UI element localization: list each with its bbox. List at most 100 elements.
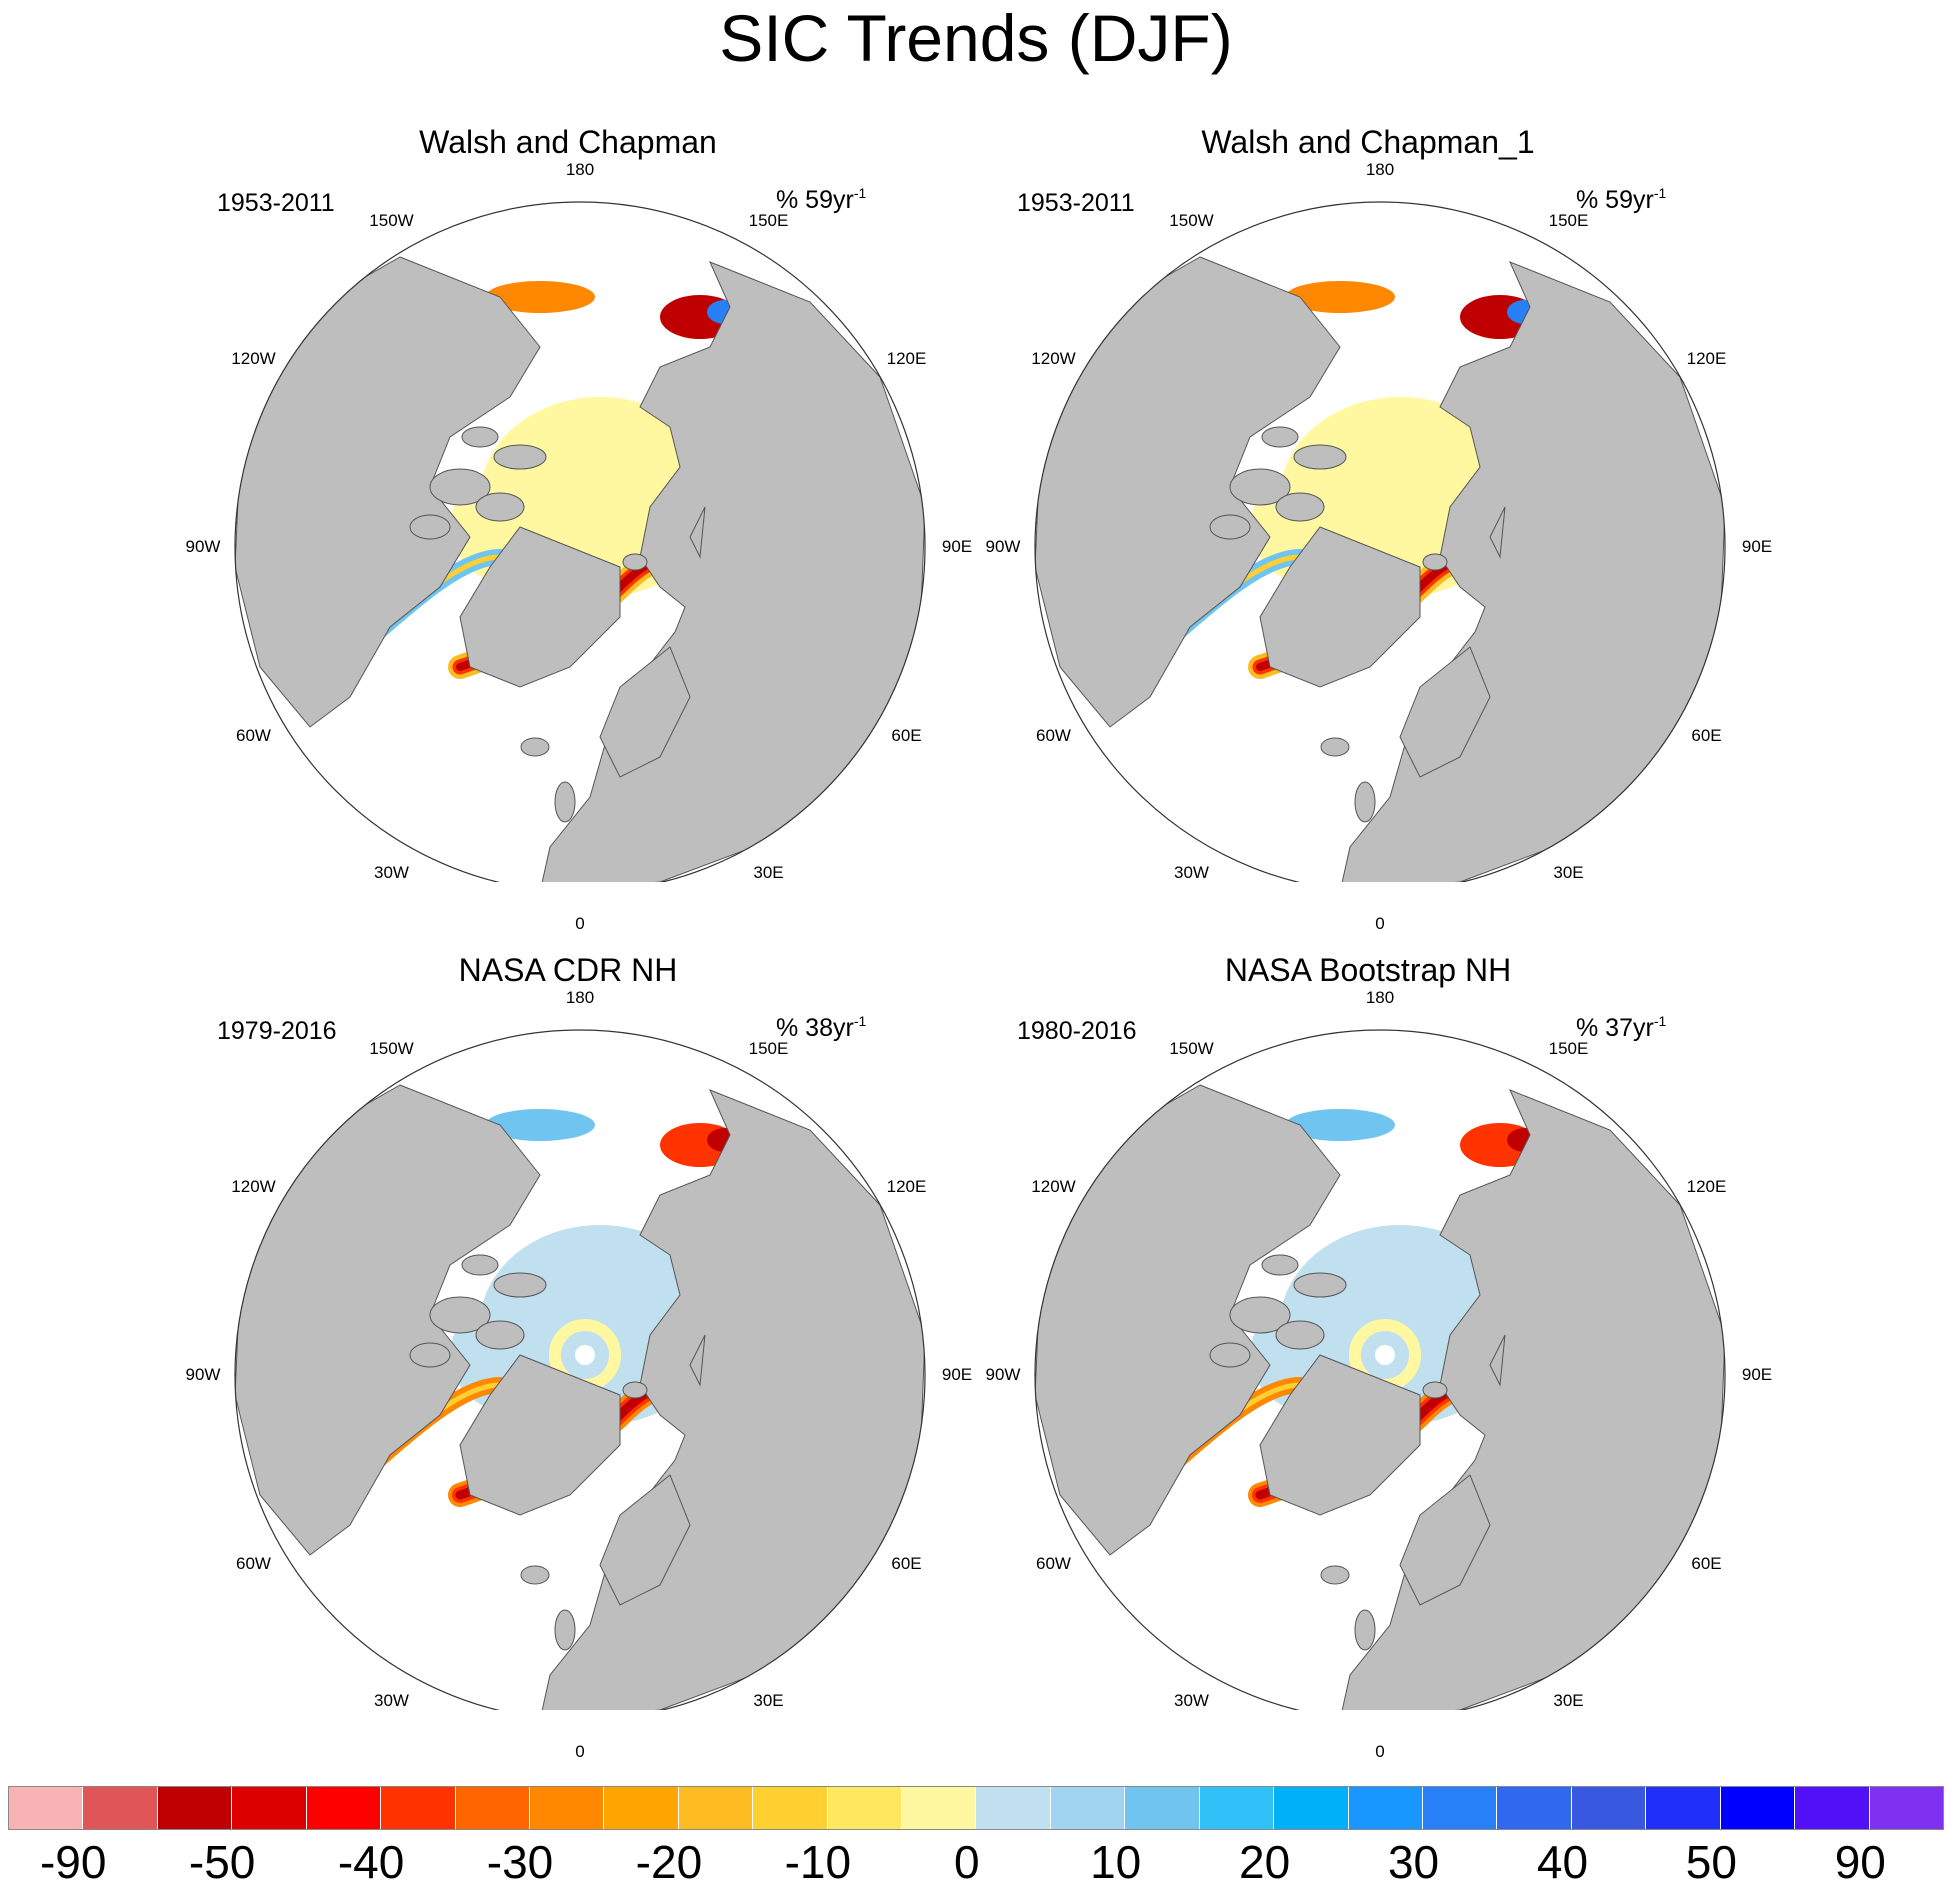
longitude-label: 60E	[1691, 1553, 1722, 1573]
colorbar-swatch	[381, 1787, 456, 1829]
longitude-label: 60E	[891, 1553, 922, 1573]
colorbar-swatch	[1497, 1787, 1572, 1829]
map-panel: Walsh and Chapman_1 1953-2011 % 59yr-1 180 1…	[918, 122, 1818, 933]
period-label: 1979-2016	[217, 1017, 337, 1045]
units-label: % 59yr-1	[776, 185, 867, 214]
colorbar-tick-label: -90	[39, 1836, 107, 1888]
longitude-label: 60E	[891, 725, 922, 745]
colorbar-tick-label: 10	[1090, 1836, 1142, 1888]
polar-map	[234, 1029, 926, 1710]
colorbar-tick-label: -10	[784, 1836, 852, 1888]
longitude-label: 120W	[1031, 1176, 1076, 1196]
colorbar-tick-label: -30	[486, 1836, 554, 1888]
longitude-label: 90E	[941, 537, 973, 556]
colorbar-tick-label: 20	[1239, 1836, 1291, 1888]
colorbar-tick-label: 50	[1685, 1836, 1737, 1888]
longitude-label: 150E	[1548, 210, 1589, 230]
longitude-label: 90W	[185, 1365, 221, 1384]
polar-map	[234, 201, 926, 882]
colorbar-tick-label: 0	[953, 1836, 980, 1888]
longitude-label: 150E	[748, 1038, 789, 1058]
colorbar-swatch	[827, 1787, 903, 1829]
colorbar-swatch	[976, 1787, 1051, 1829]
panel-title: NASA Bootstrap NH	[1224, 952, 1512, 988]
longitude-label: 180	[1365, 160, 1395, 179]
longitude-label: 90E	[941, 1365, 973, 1384]
colorbar-swatch	[1795, 1787, 1870, 1829]
longitude-label: 30E	[753, 863, 784, 883]
longitude-label: 0	[1375, 1742, 1385, 1761]
period-label: 1980-2016	[1017, 1017, 1137, 1045]
colorbar	[8, 1786, 1944, 1830]
colorbar-swatch	[306, 1787, 382, 1829]
longitude-label: 30W	[374, 863, 409, 883]
colorbar-swatch	[1646, 1787, 1721, 1829]
longitude-label: 120W	[231, 1176, 276, 1196]
colorbar-swatch	[1199, 1787, 1275, 1829]
longitude-label: 180	[565, 988, 595, 1007]
colorbar-swatch	[604, 1787, 679, 1829]
colorbar-swatch	[157, 1787, 233, 1829]
map-panel: NASA CDR NH 1979-2016 % 38yr-1 180 150E 120E 9…	[118, 950, 1018, 1761]
colorbar-swatch	[1125, 1787, 1200, 1829]
longitude-label: 30E	[1553, 1691, 1584, 1711]
colorbar-swatch	[9, 1787, 84, 1829]
longitude-label: 0	[575, 914, 585, 933]
longitude-label: 150E	[748, 210, 789, 230]
longitude-label: 30W	[1174, 863, 1209, 883]
colorbar-swatch	[455, 1787, 530, 1829]
longitude-label: 0	[1375, 914, 1385, 933]
longitude-label: 60W	[236, 725, 271, 745]
colorbar-tick-label: 90	[1834, 1836, 1886, 1888]
figure-title: SIC Trends (DJF)	[719, 1, 1233, 75]
panel-title: Walsh and Chapman_1	[1201, 124, 1535, 160]
longitude-label: 150E	[1548, 1038, 1589, 1058]
colorbar-swatch	[232, 1787, 307, 1829]
longitude-label: 90W	[985, 1365, 1021, 1384]
colorbar-tick-label: 40	[1536, 1836, 1589, 1888]
colorbar-swatch	[529, 1787, 605, 1829]
colorbar-labels: -90 -50 -40 -30 -20 -10 0 10 20 30 40 50 90	[0, 1836, 1952, 1891]
colorbar-swatch	[678, 1787, 754, 1829]
longitude-label: 30W	[374, 1691, 409, 1711]
longitude-label: 0	[575, 1742, 585, 1761]
longitude-label: 150W	[1169, 1038, 1214, 1058]
longitude-label: 90W	[985, 537, 1021, 556]
units-label: % 38yr-1	[776, 1013, 867, 1042]
map-boundary	[234, 201, 926, 882]
longitude-label: 30E	[1553, 863, 1584, 883]
colorbar-swatch	[902, 1787, 977, 1829]
polar-map	[1034, 201, 1726, 882]
longitude-label: 120E	[1686, 1176, 1727, 1196]
longitude-label: 120W	[231, 348, 276, 368]
colorbar-tick-label: 30	[1387, 1836, 1440, 1888]
colorbar-swatch	[1720, 1787, 1796, 1829]
longitude-label: 150W	[369, 210, 414, 230]
units-label: % 59yr-1	[1576, 185, 1667, 214]
colorbar-tick-label: -40	[337, 1836, 405, 1888]
map-boundary	[234, 1029, 926, 1710]
polar-map	[1034, 1029, 1726, 1710]
longitude-label: 60W	[1036, 725, 1071, 745]
colorbar-swatch	[1050, 1787, 1126, 1829]
longitude-label: 90E	[1741, 1365, 1773, 1384]
longitude-label: 60W	[236, 1553, 271, 1573]
colorbar-swatch	[1869, 1787, 1943, 1829]
longitude-label: 120E	[886, 348, 927, 368]
longitude-label: 150W	[1169, 210, 1214, 230]
period-label: 1953-2011	[1017, 189, 1135, 217]
period-label: 1953-2011	[217, 189, 335, 217]
panel-title: Walsh and Chapman	[419, 124, 717, 160]
longitude-label: 30E	[753, 1691, 784, 1711]
longitude-label: 180	[565, 160, 595, 179]
map-panel: NASA Bootstrap NH 1980-2016 % 37yr-1 180 150…	[918, 950, 1818, 1761]
colorbar-swatch	[1423, 1787, 1498, 1829]
longitude-label: 30W	[1174, 1691, 1209, 1711]
map-panel: Walsh and Chapman 1953-2011 % 59yr-1 180 150…	[118, 122, 1018, 933]
longitude-label: 60W	[1036, 1553, 1071, 1573]
longitude-label: 180	[1365, 988, 1395, 1007]
longitude-label: 150W	[369, 1038, 414, 1058]
colorbar-swatch	[83, 1787, 158, 1829]
longitude-label: 120W	[1031, 348, 1076, 368]
units-label: % 37yr-1	[1576, 1013, 1667, 1042]
